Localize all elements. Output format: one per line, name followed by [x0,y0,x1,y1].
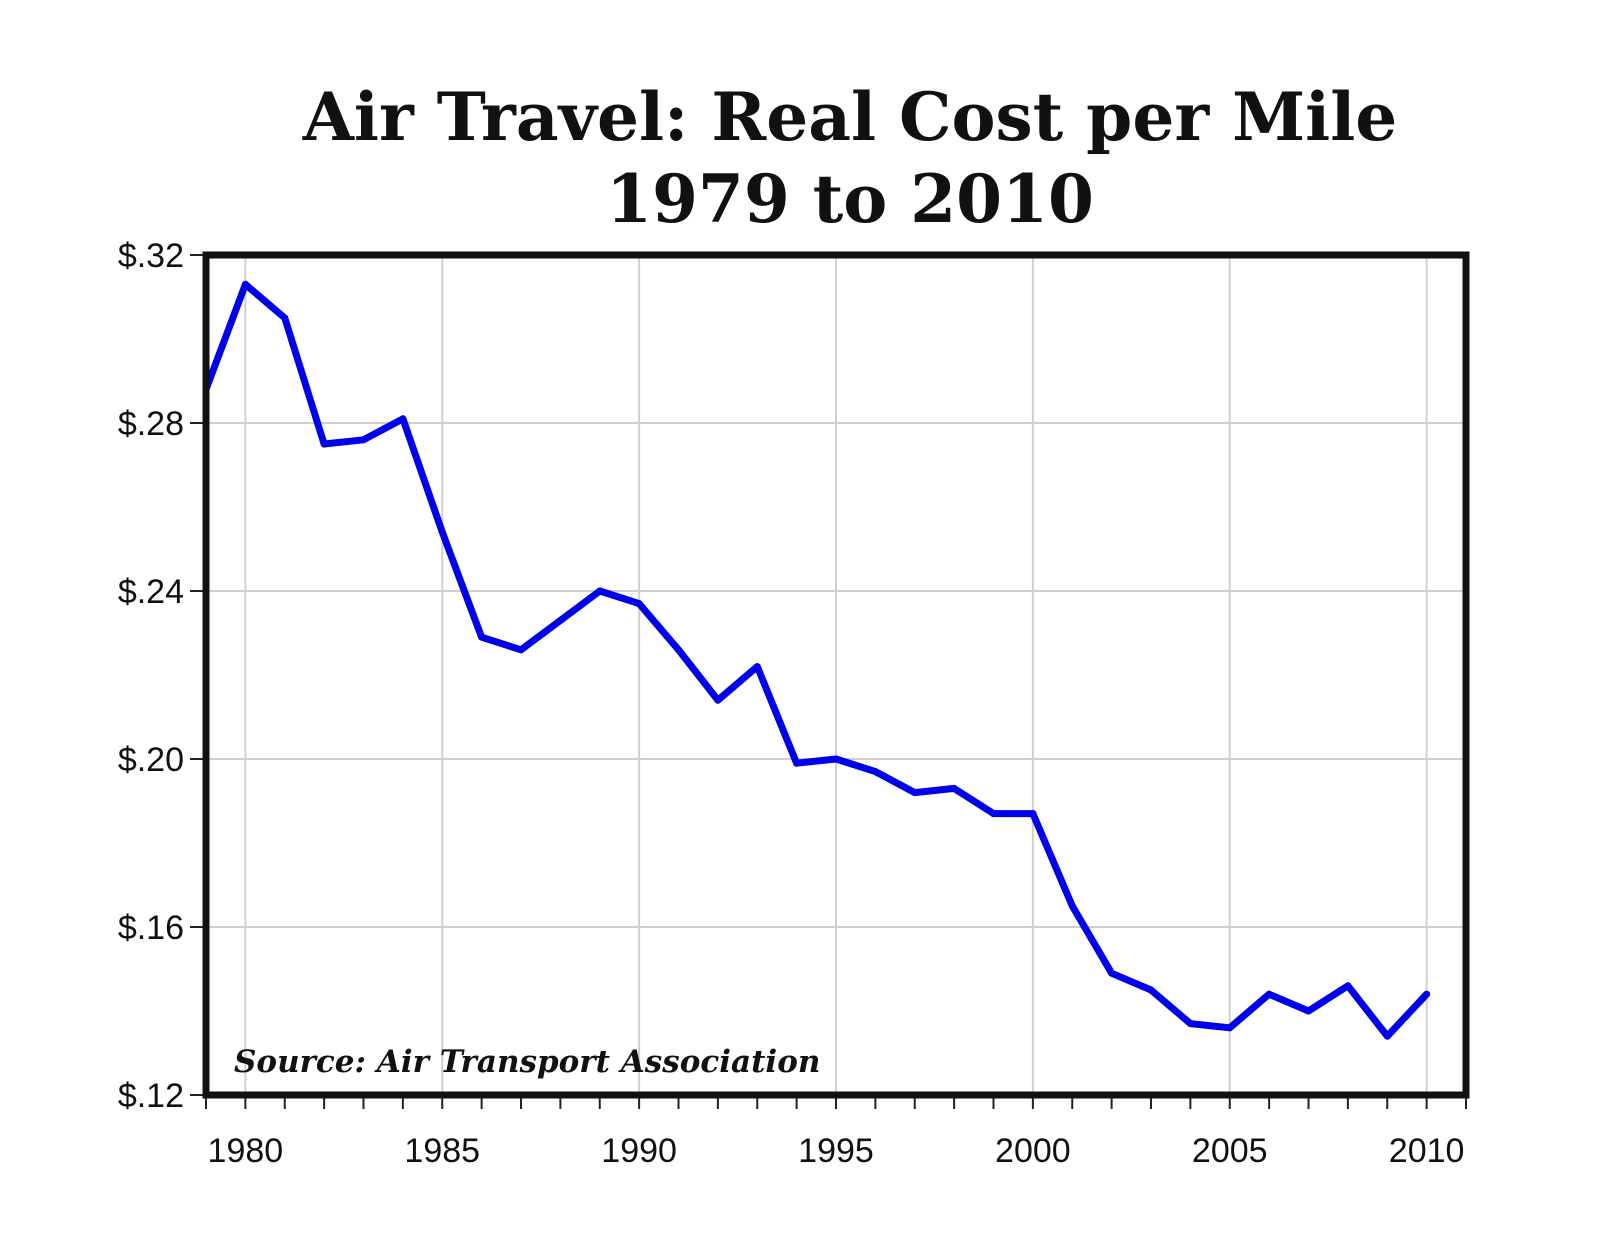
x-tick-label: 1990 [601,1132,677,1170]
x-tick-label: 2000 [995,1132,1071,1170]
data-point [1068,902,1076,910]
data-point [1226,1024,1234,1032]
data-point [1423,990,1431,998]
data-point [950,784,958,792]
data-point [714,696,722,704]
series-line [202,280,1431,1040]
data-series [202,280,1431,1040]
data-point [241,280,249,288]
data-point [635,600,643,608]
data-point [1147,986,1155,994]
data-point [871,768,879,776]
axis-ticks: $.32 $.28 $.24 $.20 $.16 $.12 1980 1985 1990 1995… [118,237,1467,1170]
chart-subtitle: 1979 to 2010 [606,160,1094,238]
x-tick-label: 1995 [798,1132,874,1170]
y-tick-label: $.12 [118,1077,184,1115]
x-tick-label: 2005 [1192,1132,1268,1170]
y-tick-label: $.16 [118,909,184,947]
data-point [320,440,328,448]
data-point [1265,990,1273,998]
x-tick-label: 1980 [208,1132,284,1170]
y-tick-label: $.32 [118,237,184,275]
data-point [281,314,289,322]
y-tick-label: $.28 [118,405,184,443]
y-tick-label: $.20 [118,741,184,779]
x-tick-label: 1985 [404,1132,480,1170]
data-point [556,616,564,624]
data-point [1108,969,1116,977]
source-annotation: Source: Air Transport Association [234,1044,820,1080]
data-point [1029,810,1037,818]
data-point [596,587,604,595]
data-point [360,436,367,444]
plot-frame [202,251,1470,1099]
data-point [478,633,486,641]
data-point [675,646,682,654]
data-point [832,755,840,763]
data-point [753,663,761,671]
data-point [1305,1007,1312,1015]
data-point [1186,1020,1194,1028]
data-point [517,646,525,654]
data-point [1383,1032,1391,1040]
chart-title: Air Travel: Real Cost per Mile [302,78,1398,156]
data-point [1344,982,1352,990]
x-tick-label: 2010 [1389,1132,1465,1170]
data-point [990,810,997,818]
data-point [399,415,407,423]
data-point [793,759,801,767]
y-tick-label: $.24 [118,573,184,611]
data-point [911,789,919,797]
grid-lines [206,255,1466,1095]
data-point [438,528,446,536]
